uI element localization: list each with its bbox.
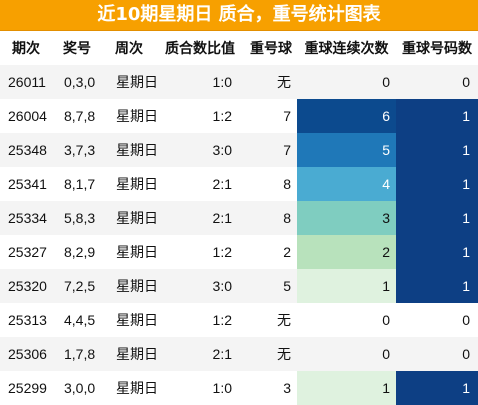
table-row: 25313 4,4,5 星期日 1:2 无 0 0 (0, 303, 478, 337)
cell-count: 0 (396, 303, 478, 337)
cell-ratio: 2:1 (156, 167, 244, 201)
cell-weekday: 星期日 (102, 167, 156, 201)
col-header-streak: 重球连续次数 (297, 31, 396, 65)
cell-count: 0 (396, 65, 478, 99)
cell-weekday: 星期日 (102, 269, 156, 303)
cell-ratio: 1:2 (156, 99, 244, 133)
cell-numbers: 1,7,8 (52, 337, 102, 371)
table-row: 25334 5,8,3 星期日 2:1 8 3 1 (0, 201, 478, 235)
cell-ratio: 1:2 (156, 235, 244, 269)
cell-streak: 3 (297, 201, 396, 235)
cell-repeat-ball: 7 (244, 133, 297, 167)
cell-streak: 1 (297, 371, 396, 405)
cell-weekday: 星期日 (102, 201, 156, 235)
cell-count: 1 (396, 371, 478, 405)
cell-streak: 0 (297, 337, 396, 371)
col-header-issue: 期次 (0, 31, 52, 65)
cell-ratio: 1:0 (156, 65, 244, 99)
cell-repeat-ball: 5 (244, 269, 297, 303)
cell-issue: 25334 (0, 201, 52, 235)
cell-weekday: 星期日 (102, 371, 156, 405)
cell-issue: 25348 (0, 133, 52, 167)
cell-count: 1 (396, 201, 478, 235)
table-row: 25348 3,7,3 星期日 3:0 7 5 1 (0, 133, 478, 167)
cell-weekday: 星期日 (102, 99, 156, 133)
col-header-ratio: 质合数比值 (156, 31, 244, 65)
cell-issue: 25341 (0, 167, 52, 201)
cell-repeat-ball: 无 (244, 65, 297, 99)
header-row: 期次 奖号 周次 质合数比值 重号球 重球连续次数 重球号码数 (0, 31, 478, 65)
cell-issue: 26004 (0, 99, 52, 133)
cell-streak: 2 (297, 235, 396, 269)
cell-issue: 25306 (0, 337, 52, 371)
cell-issue: 25313 (0, 303, 52, 337)
cell-numbers: 7,2,5 (52, 269, 102, 303)
cell-numbers: 8,1,7 (52, 167, 102, 201)
col-header-repeat-ball: 重号球 (244, 31, 297, 65)
cell-repeat-ball: 3 (244, 371, 297, 405)
cell-count: 0 (396, 337, 478, 371)
cell-count: 1 (396, 235, 478, 269)
cell-repeat-ball: 无 (244, 337, 297, 371)
cell-streak: 1 (297, 269, 396, 303)
page-title: 近10期星期日 质合，重号统计图表 (0, 0, 478, 31)
cell-streak: 4 (297, 167, 396, 201)
cell-ratio: 1:0 (156, 371, 244, 405)
cell-weekday: 星期日 (102, 337, 156, 371)
col-header-numbers: 奖号 (52, 31, 102, 65)
col-header-weekday: 周次 (102, 31, 156, 65)
cell-numbers: 4,4,5 (52, 303, 102, 337)
cell-streak: 0 (297, 303, 396, 337)
cell-ratio: 1:2 (156, 303, 244, 337)
cell-numbers: 0,3,0 (52, 65, 102, 99)
cell-weekday: 星期日 (102, 65, 156, 99)
table-body: 26011 0,3,0 星期日 1:0 无 0 0 26004 8,7,8 星期日 1:2 7 6 1 25… (0, 65, 478, 405)
cell-repeat-ball: 8 (244, 167, 297, 201)
table-row: 25306 1,7,8 星期日 2:1 无 0 0 (0, 337, 478, 371)
cell-weekday: 星期日 (102, 133, 156, 167)
cell-issue: 25320 (0, 269, 52, 303)
cell-repeat-ball: 无 (244, 303, 297, 337)
cell-numbers: 3,0,0 (52, 371, 102, 405)
cell-numbers: 5,8,3 (52, 201, 102, 235)
cell-streak: 0 (297, 65, 396, 99)
cell-issue: 25327 (0, 235, 52, 269)
table-row: 25341 8,1,7 星期日 2:1 8 4 1 (0, 167, 478, 201)
table-row: 25299 3,0,0 星期日 1:0 3 1 1 (0, 371, 478, 405)
cell-weekday: 星期日 (102, 303, 156, 337)
cell-count: 1 (396, 133, 478, 167)
cell-streak: 5 (297, 133, 396, 167)
cell-count: 1 (396, 269, 478, 303)
col-header-count: 重球号码数 (396, 31, 478, 65)
table-row: 25320 7,2,5 星期日 3:0 5 1 1 (0, 269, 478, 303)
cell-weekday: 星期日 (102, 235, 156, 269)
cell-count: 1 (396, 99, 478, 133)
cell-count: 1 (396, 167, 478, 201)
cell-issue: 25299 (0, 371, 52, 405)
table-row: 26004 8,7,8 星期日 1:2 7 6 1 (0, 99, 478, 133)
cell-ratio: 3:0 (156, 133, 244, 167)
table-row: 25327 8,2,9 星期日 1:2 2 2 1 (0, 235, 478, 269)
cell-ratio: 3:0 (156, 269, 244, 303)
table-row: 26011 0,3,0 星期日 1:0 无 0 0 (0, 65, 478, 99)
cell-numbers: 8,2,9 (52, 235, 102, 269)
cell-ratio: 2:1 (156, 337, 244, 371)
cell-numbers: 8,7,8 (52, 99, 102, 133)
cell-ratio: 2:1 (156, 201, 244, 235)
cell-streak: 6 (297, 99, 396, 133)
cell-issue: 26011 (0, 65, 52, 99)
stats-table: 期次 奖号 周次 质合数比值 重号球 重球连续次数 重球号码数 26011 0,3… (0, 31, 478, 405)
cell-repeat-ball: 8 (244, 201, 297, 235)
cell-repeat-ball: 2 (244, 235, 297, 269)
cell-repeat-ball: 7 (244, 99, 297, 133)
cell-numbers: 3,7,3 (52, 133, 102, 167)
